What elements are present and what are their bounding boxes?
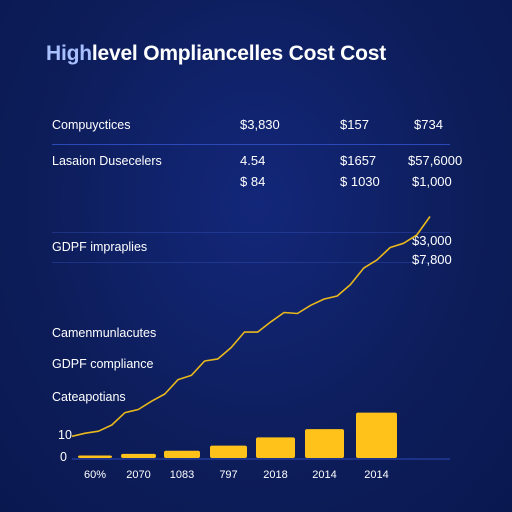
bar-6: [305, 429, 344, 458]
table-row-1-value-1: $3,830: [240, 117, 280, 132]
table-row-2-label: Lasaion Dusecelers: [52, 154, 162, 168]
table-row-1-value-3: $734: [414, 117, 443, 132]
grid-line-lower: [52, 262, 450, 263]
bar-1: [78, 455, 112, 458]
title-accent: High: [46, 42, 92, 65]
table-row-2-value-3: $57,6000: [408, 153, 463, 168]
table-divider: [52, 144, 450, 145]
x-tick-label-7: 2014: [364, 469, 388, 481]
label-cat: Cateapotians: [52, 390, 126, 404]
table-row-3-value-2: $ 1030: [340, 174, 380, 189]
table-row-1-label: Compuyctices: [52, 118, 131, 132]
x-tick-label-2: 2070: [126, 469, 150, 481]
x-tick-label-6: 2014: [312, 469, 336, 481]
bar-2: [121, 453, 156, 458]
bar-5: [256, 437, 295, 458]
label-y-ten: 10: [58, 428, 72, 442]
x-tick-label-3: 1083: [170, 469, 194, 481]
title-rest: level Ompliancelles Cost Cost: [91, 42, 386, 65]
x-tick-label-5: 2018: [263, 469, 287, 481]
annotation-1: $3,000: [412, 233, 452, 248]
table-row-2-value-2: $1657: [340, 153, 377, 168]
label-camp: Camenmunlacutes: [52, 326, 157, 340]
x-tick-label-4: 797: [219, 469, 237, 481]
table-row-3-value-1: $ 84: [240, 174, 266, 189]
chart-title: Highlevel Ompliancelles Cost Cost: [46, 42, 386, 66]
bar-4: [210, 445, 247, 458]
grid-line-upper: [52, 232, 450, 233]
bar-7: [356, 412, 397, 458]
bar-3: [164, 450, 200, 458]
table-row-2-value-1: 4.54: [240, 153, 266, 168]
table-row-1-value-2: $157: [340, 117, 369, 132]
label-gdpr-top: GDPF impraplies: [52, 240, 148, 254]
trend-line: [71, 216, 431, 438]
label-y-zero: 0: [60, 450, 67, 464]
table-row-3-value-3: $1,000: [412, 174, 452, 189]
label-gdpr-compliance: GDPF compliance: [52, 357, 154, 371]
x-tick-label-1: 60%: [84, 469, 106, 481]
annotation-2: $7,800: [412, 252, 452, 267]
